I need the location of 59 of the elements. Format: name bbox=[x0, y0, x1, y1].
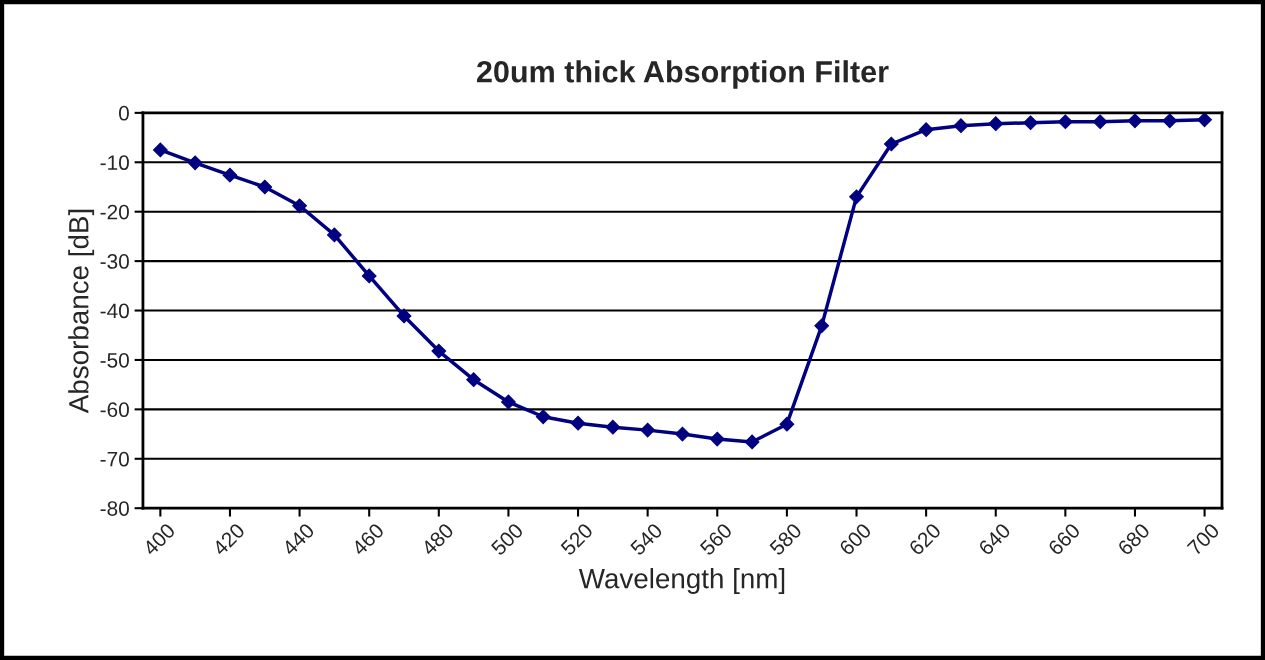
y-tick-label: -40 bbox=[100, 303, 129, 319]
point bbox=[1162, 113, 1178, 129]
point bbox=[187, 155, 203, 171]
y-tick-label: -80 bbox=[100, 501, 129, 516]
x-tick-label: 520 bbox=[559, 522, 594, 557]
point bbox=[1092, 114, 1108, 130]
point bbox=[849, 189, 864, 205]
y-tick-label: -30 bbox=[100, 254, 129, 269]
x-tick-label: 540 bbox=[629, 522, 664, 557]
point bbox=[431, 343, 447, 359]
point bbox=[883, 136, 899, 152]
point bbox=[1023, 115, 1038, 131]
point bbox=[1197, 112, 1212, 128]
point bbox=[605, 419, 621, 435]
point bbox=[1127, 113, 1143, 129]
point bbox=[709, 431, 725, 447]
y-tick-label: 0 bbox=[118, 105, 129, 121]
x-tick-label: 420 bbox=[211, 522, 246, 557]
point bbox=[988, 116, 1004, 132]
point bbox=[570, 415, 586, 431]
x-tick-label: 640 bbox=[977, 522, 1012, 557]
x-tick-label: 580 bbox=[768, 522, 803, 557]
point bbox=[466, 372, 482, 388]
x-tick-label: 700 bbox=[1186, 522, 1221, 557]
y-axis-title: Absorbance [dB] bbox=[68, 209, 95, 414]
point bbox=[501, 394, 516, 410]
x-tick-label: 480 bbox=[420, 522, 455, 557]
point bbox=[1057, 114, 1073, 130]
x-axis-title: Wavelength [nm] bbox=[578, 568, 785, 594]
point bbox=[152, 142, 168, 158]
x-tick-label: 460 bbox=[350, 522, 385, 557]
x-tick-label: 500 bbox=[490, 522, 525, 557]
point bbox=[744, 434, 760, 450]
x-tick-label: 660 bbox=[1047, 522, 1082, 557]
x-tick-label: 560 bbox=[699, 522, 733, 557]
x-tick-label: 680 bbox=[1116, 522, 1151, 557]
point bbox=[675, 426, 690, 442]
point bbox=[535, 409, 551, 425]
point bbox=[361, 268, 377, 284]
y-tick-label: -50 bbox=[100, 352, 129, 368]
point bbox=[640, 422, 656, 438]
x-tick-label: 600 bbox=[838, 522, 873, 557]
point bbox=[396, 308, 412, 324]
point bbox=[292, 198, 307, 214]
x-tick-label: 400 bbox=[141, 522, 177, 557]
y-tick-label: -20 bbox=[100, 204, 129, 220]
point bbox=[779, 416, 795, 432]
chart-title: 20um thick Absorption Filter bbox=[476, 60, 889, 89]
point bbox=[257, 179, 273, 195]
x-tick-label: 620 bbox=[908, 522, 942, 557]
point bbox=[222, 167, 238, 183]
point bbox=[814, 318, 830, 334]
y-tick-label: -60 bbox=[100, 402, 129, 418]
y-tick-label: -70 bbox=[100, 451, 129, 467]
y-tick-label: -10 bbox=[100, 155, 129, 171]
point bbox=[918, 122, 934, 138]
x-tick-label: 440 bbox=[281, 522, 316, 557]
point bbox=[326, 227, 342, 243]
point bbox=[953, 118, 969, 134]
